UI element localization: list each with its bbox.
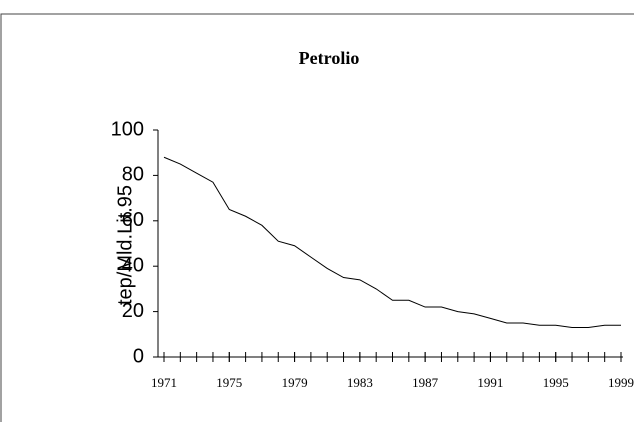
y-tick-label: 0 [133, 345, 144, 367]
y-axis-label: tep/Mld.Lit.95 [114, 185, 136, 305]
y-tick-label: 20 [122, 300, 144, 322]
y-tick-label: 60 [122, 209, 144, 231]
x-tick-label: 1995 [543, 375, 569, 390]
frame [0, 13, 634, 422]
x-tick-label: 1991 [477, 375, 503, 390]
x-tick-label: 1979 [282, 375, 308, 390]
x-tick-label: 1999 [608, 375, 634, 390]
line-series [163, 156, 621, 328]
x-tick-label: 1983 [347, 375, 373, 390]
y-tick-label: 100 [111, 118, 144, 140]
y-tick-label: 40 [122, 254, 144, 276]
x-tick-label: 1975 [216, 375, 242, 390]
x-tick-label: 1971 [151, 375, 177, 390]
y-tick-label: 80 [122, 164, 144, 186]
x-tick-label: 1987 [412, 375, 439, 390]
chart-title: Petrolio [299, 48, 360, 68]
